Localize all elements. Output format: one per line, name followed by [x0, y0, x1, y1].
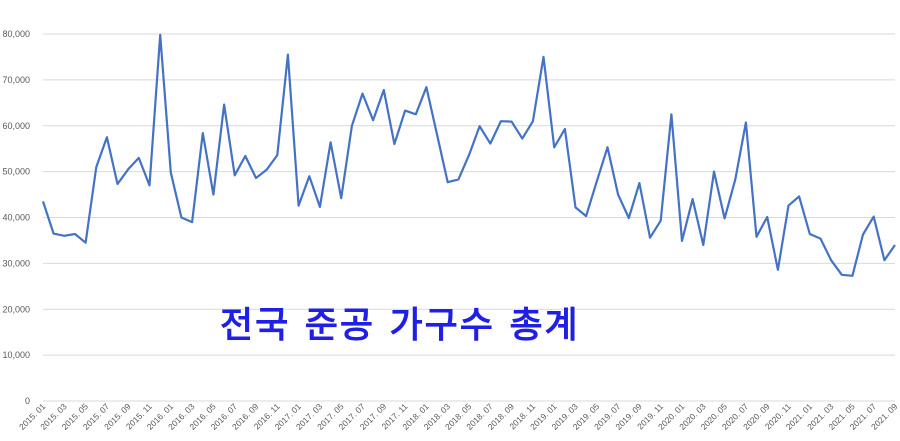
series-line [41, 33, 896, 277]
y-tick-label: 60,000 [2, 121, 30, 131]
y-tick-label: 0 [25, 396, 30, 406]
series-line-group [41, 33, 896, 277]
y-tick-label: 30,000 [2, 258, 30, 268]
gridlines [43, 33, 895, 402]
y-tick-label: 50,000 [2, 167, 30, 177]
y-axis-ticks: 0 10,000 20,000 30,000 40,000 50,000 60,000 70,… [2, 29, 30, 406]
y-tick-label: 20,000 [2, 304, 30, 314]
y-tick-label: 40,000 [2, 213, 30, 223]
y-tick-label: 70,000 [2, 75, 30, 85]
y-tick-label: 10,000 [2, 350, 30, 360]
overlay-title: 전국 준공 가구수 총계 [220, 305, 580, 346]
y-tick-label: 80,000 [2, 29, 30, 39]
